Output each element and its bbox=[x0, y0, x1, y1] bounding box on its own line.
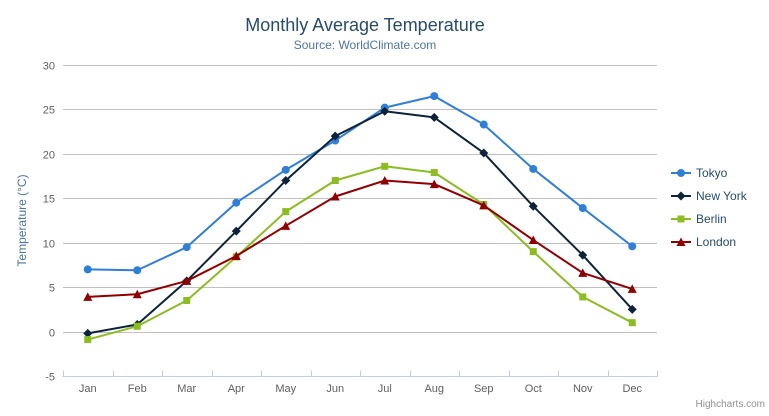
data-point-marker[interactable] bbox=[231, 226, 241, 236]
y-tick-label: 15 bbox=[43, 194, 55, 206]
x-tick-label: Jun bbox=[326, 383, 344, 395]
x-tick-label: Mar bbox=[177, 383, 196, 395]
series-line-new-york[interactable] bbox=[86, 110, 634, 335]
y-axis-labels: -5 0 5 10 15 20 25 30 bbox=[43, 61, 55, 384]
legend-label: Berlin bbox=[696, 211, 727, 226]
y-tick-label: 10 bbox=[43, 239, 55, 251]
data-point-marker[interactable] bbox=[330, 192, 340, 201]
data-point-marker[interactable] bbox=[133, 266, 142, 275]
credits-link[interactable]: Highcharts.com bbox=[695, 399, 765, 410]
x-tick-label: Apr bbox=[228, 383, 245, 395]
data-point-marker[interactable] bbox=[282, 208, 290, 216]
chart-subtitle: Source: WorldClimate.com bbox=[293, 38, 437, 52]
legend-label: New York bbox=[696, 188, 747, 203]
x-tick-label: May bbox=[275, 383, 296, 395]
legend-marker-circle-icon bbox=[671, 168, 691, 177]
x-tick-label: Jan bbox=[79, 383, 97, 395]
data-point-marker[interactable] bbox=[578, 250, 588, 260]
x-tick-label: Feb bbox=[128, 383, 147, 395]
data-point-marker[interactable] bbox=[479, 148, 489, 158]
data-point-marker[interactable] bbox=[133, 322, 141, 330]
data-point-marker[interactable] bbox=[430, 169, 438, 177]
data-point-marker[interactable] bbox=[479, 120, 488, 129]
legend-label: London bbox=[696, 234, 737, 249]
data-point-marker[interactable] bbox=[182, 276, 192, 285]
series-line-london[interactable] bbox=[86, 179, 634, 298]
data-point-marker[interactable] bbox=[83, 265, 92, 274]
data-point-marker[interactable] bbox=[380, 176, 390, 185]
data-point-marker[interactable] bbox=[578, 268, 588, 277]
x-tick-label: Nov bbox=[573, 383, 593, 395]
y-tick-label: 30 bbox=[43, 61, 55, 73]
legend-item-london[interactable]: London bbox=[671, 230, 747, 253]
chart-title: Monthly Average Temperature bbox=[245, 15, 485, 35]
data-point-marker[interactable] bbox=[627, 284, 637, 293]
y-axis-title: Temperature (°C) bbox=[15, 174, 29, 266]
data-point-marker[interactable] bbox=[281, 221, 291, 230]
x-axis bbox=[62, 370, 658, 377]
data-point-marker[interactable] bbox=[628, 319, 636, 327]
data-point-marker[interactable] bbox=[627, 304, 637, 314]
legend-label: Tokyo bbox=[696, 165, 728, 180]
legend-marker-square-icon bbox=[671, 215, 691, 222]
data-point-marker[interactable] bbox=[677, 168, 685, 177]
legend-item-tokyo[interactable]: Tokyo bbox=[671, 161, 747, 184]
data-point-marker[interactable] bbox=[430, 92, 439, 101]
series-line-berlin[interactable] bbox=[86, 165, 634, 341]
x-tick-label: Sep bbox=[474, 383, 494, 395]
legend-item-new-york[interactable]: New York bbox=[671, 184, 747, 207]
x-axis-labels: Jan Feb Mar Apr May Jun Jul Aug Sep Oct Nov Dec bbox=[79, 383, 643, 395]
data-point-marker[interactable] bbox=[676, 191, 686, 200]
data-point-marker[interactable] bbox=[628, 242, 637, 251]
data-point-marker[interactable] bbox=[429, 179, 439, 189]
data-point-marker[interactable] bbox=[529, 164, 538, 173]
export-menu-button[interactable] bbox=[731, 17, 755, 39]
y-tick-label: 20 bbox=[43, 150, 55, 162]
x-tick-label: Aug bbox=[424, 383, 444, 395]
legend-marker-diamond-icon bbox=[671, 191, 691, 200]
x-tick-label: Jul bbox=[378, 383, 392, 395]
data-point-marker[interactable] bbox=[281, 165, 290, 174]
series-line-tokyo[interactable] bbox=[86, 95, 634, 272]
data-point-marker[interactable] bbox=[479, 200, 489, 210]
series-new-york[interactable] bbox=[83, 106, 637, 338]
data-point-marker[interactable] bbox=[528, 201, 538, 211]
data-point-marker[interactable] bbox=[676, 237, 686, 246]
legend-item-berlin[interactable]: Berlin bbox=[671, 207, 747, 230]
data-point-marker[interactable] bbox=[83, 328, 93, 338]
y-tick-label: 25 bbox=[43, 105, 55, 117]
series-london[interactable] bbox=[83, 176, 637, 301]
data-point-marker[interactable] bbox=[183, 296, 191, 304]
data-point-marker[interactable] bbox=[579, 293, 587, 301]
data-point-marker[interactable] bbox=[83, 292, 93, 301]
data-point-marker[interactable] bbox=[528, 235, 538, 245]
data-point-marker[interactable] bbox=[381, 162, 389, 170]
data-point-marker[interactable] bbox=[331, 177, 339, 185]
data-point-marker[interactable] bbox=[182, 243, 191, 252]
data-point-marker[interactable] bbox=[232, 198, 241, 207]
y-tick-label: 0 bbox=[49, 328, 55, 340]
data-point-marker[interactable] bbox=[330, 131, 340, 141]
gridlines bbox=[63, 65, 657, 377]
series-tokyo[interactable] bbox=[83, 92, 637, 275]
data-point-marker[interactable] bbox=[281, 176, 291, 186]
data-point-marker[interactable] bbox=[529, 248, 537, 256]
data-point-marker[interactable] bbox=[380, 106, 390, 116]
data-point-marker[interactable] bbox=[84, 336, 92, 344]
data-point-marker[interactable] bbox=[231, 251, 241, 261]
x-tick-label: Oct bbox=[525, 383, 542, 395]
x-tick-label: Dec bbox=[622, 383, 642, 395]
data-point-marker[interactable] bbox=[677, 215, 685, 222]
y-tick-label: -5 bbox=[45, 372, 55, 384]
legend-marker-triangle-icon bbox=[671, 237, 691, 246]
y-tick-label: 5 bbox=[49, 283, 55, 295]
data-point-marker[interactable] bbox=[429, 112, 439, 122]
legend: Tokyo New York Berlin London bbox=[671, 161, 747, 253]
data-point-marker[interactable] bbox=[578, 204, 587, 213]
data-point-marker[interactable] bbox=[132, 289, 142, 299]
